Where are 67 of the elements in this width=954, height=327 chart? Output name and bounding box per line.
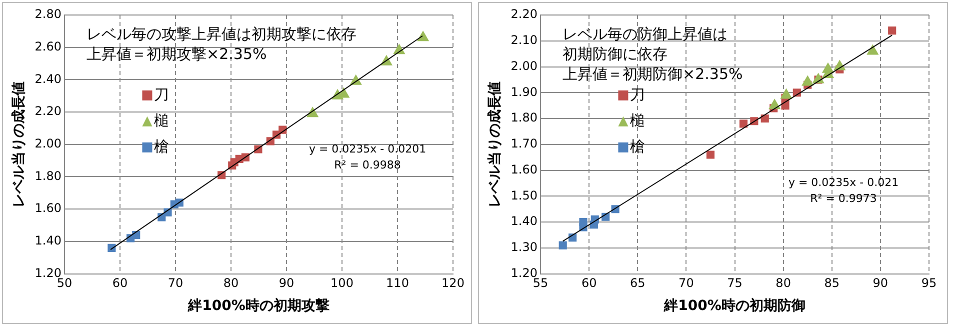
legend-label: 刀 [630, 85, 646, 104]
y-axis-title: レベル当りの成長値 [487, 81, 504, 208]
point [417, 31, 429, 42]
point [780, 88, 792, 99]
point [781, 102, 790, 110]
y-tick-label: 1.70 [510, 136, 538, 151]
point [888, 26, 896, 35]
legend-label: 槍 [154, 137, 170, 156]
x-tick-label: 110 [386, 276, 409, 290]
x-tick-label: 90 [278, 276, 294, 290]
y-tick-label: 2.20 [510, 7, 538, 22]
x-tick-label: 60 [581, 276, 597, 290]
x-tick-label: 120 [442, 276, 464, 290]
y-tick-label: 2.00 [510, 58, 538, 73]
annotation: R² = 0.9973 [810, 192, 877, 206]
annotation: R² = 0.9988 [334, 158, 401, 172]
x-tick-label: 70 [168, 276, 184, 290]
legend-label: 槌 [154, 111, 170, 130]
point [579, 218, 588, 226]
y-tick-label: 2.40 [34, 72, 62, 86]
x-tick-label: 85 [824, 276, 840, 290]
annotation: y = 0.0235x - 0.021 [788, 176, 899, 190]
point [822, 62, 834, 73]
point [768, 99, 780, 110]
y-tick-label: 1.80 [34, 168, 62, 183]
legend-label: 槍 [630, 137, 646, 156]
x-tick-label: 100 [330, 276, 354, 290]
y-tick-label: 1.60 [34, 201, 62, 216]
x-tick-label: 70 [678, 276, 694, 290]
annotation: 初期防御に依存 [562, 44, 668, 63]
annotation: 上昇値＝初期防御×2.35% [562, 64, 743, 83]
x-tick-label: 60 [112, 276, 128, 290]
y-tick-label: 1.60 [510, 162, 538, 176]
x-tick-label: 50 [56, 276, 72, 290]
y-tick-label: 1.40 [34, 234, 62, 248]
point [706, 150, 715, 159]
legend-label: 槌 [630, 111, 646, 130]
annotation: 上昇値＝初期攻撃×2.35% [86, 44, 267, 63]
x-axis-title: 絆100%時の初期防御 [663, 297, 806, 314]
x-tick-label: 75 [727, 276, 742, 290]
x-tick-label: 55 [532, 276, 548, 290]
y-tick-label: 1.50 [510, 188, 538, 202]
point [558, 241, 567, 250]
point [802, 76, 814, 86]
annotation: レベル毎の防御上昇値は [562, 24, 728, 43]
legend-label: 刀 [154, 85, 170, 104]
annotation: y = 0.0235x - 0.0201 [308, 142, 426, 156]
y-tick-label: 2.00 [34, 136, 62, 151]
annotation: レベル毎の攻撃上昇値は初期攻撃に依存 [86, 24, 357, 43]
point [739, 120, 748, 128]
x-tick-label: 95 [921, 276, 937, 290]
y-tick-label: 2.20 [34, 104, 62, 118]
x-axis-title: 絆100%時の初期攻撃 [187, 297, 330, 314]
x-tick-label: 65 [630, 276, 646, 290]
y-tick-label: 1.30 [510, 240, 538, 254]
y-tick-label: 2.10 [510, 33, 538, 48]
point [760, 114, 769, 123]
y-tick-label: 1.90 [510, 84, 538, 99]
y-tick-label: 2.80 [34, 7, 62, 22]
x-tick-label: 80 [223, 276, 239, 290]
y-tick-label: 1.80 [510, 110, 538, 125]
y-tick-label: 2.60 [34, 39, 62, 54]
y-tick-label: 1.40 [510, 214, 538, 228]
x-tick-label: 80 [776, 276, 791, 290]
point [866, 44, 878, 55]
y-axis-title: レベル当りの成長値 [11, 81, 28, 208]
x-tick-label: 90 [872, 276, 888, 290]
